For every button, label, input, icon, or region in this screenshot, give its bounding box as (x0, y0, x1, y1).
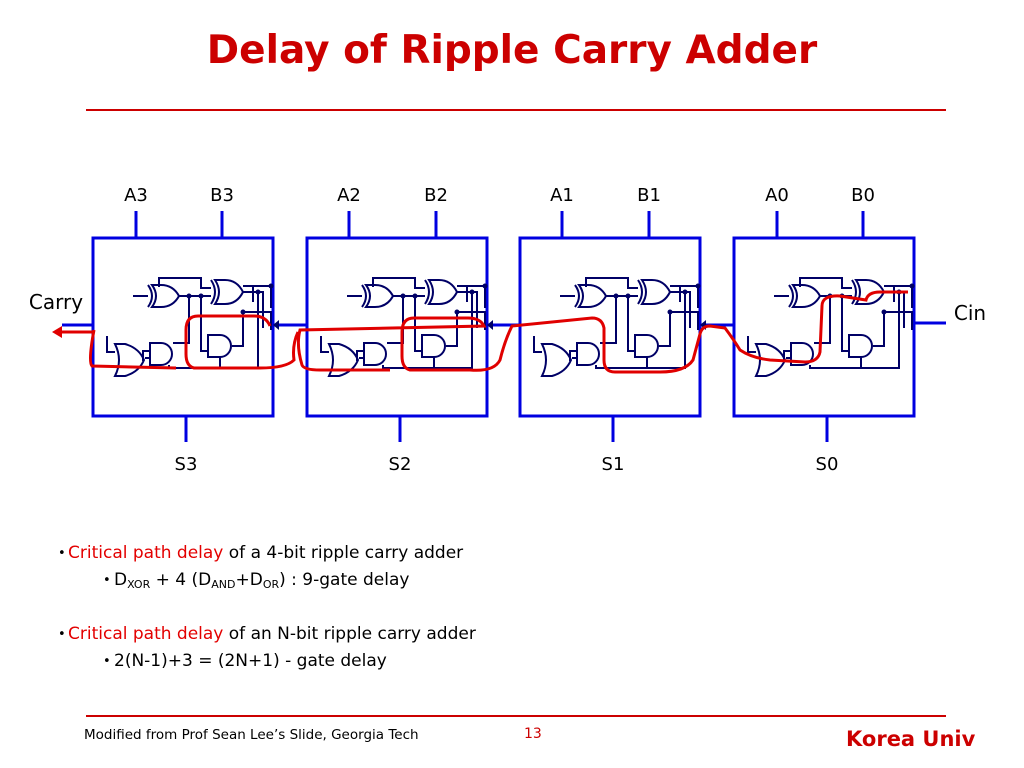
sum-s3-label: S3 (175, 454, 198, 475)
sub-bullet-4bit: • DXOR + 4 (DAND+DOR) : 9-gate delay (103, 570, 410, 591)
bullet-nbit: • Critical path delay of an N-bit ripple… (58, 624, 476, 644)
title-divider (86, 109, 946, 111)
input-b1-label: B1 (637, 185, 661, 206)
formula-xor: XOR (127, 578, 151, 591)
sum-s1-label: S1 (602, 454, 625, 475)
formula-plus: +D (235, 570, 263, 590)
full-adder-bit2: A2 B2 S2 (305, 185, 489, 475)
full-adder-bit1: A1 B1 S1 (518, 185, 702, 475)
input-a3-label: A3 (124, 185, 148, 206)
bullet-list: • Critical path delay of a 4-bit ripple … (58, 540, 476, 675)
page-number: 13 (524, 726, 542, 742)
bullet-4bit: • Critical path delay of a 4-bit ripple … (58, 543, 464, 563)
input-b3-label: B3 (210, 185, 234, 206)
bullet-nbit-highlight: Critical path delay (68, 624, 224, 644)
input-a2-label: A2 (337, 185, 361, 206)
sub-bullet-nbit: • 2(N-1)+3 = (2N+1) - gate delay (103, 651, 387, 671)
carry-in-label: Cin (954, 301, 986, 325)
full-adder-bit3: A3 B3 S3 (91, 185, 275, 475)
full-adder-bit0: A0 B0 S0 (732, 185, 916, 475)
formula-d: D (114, 570, 128, 590)
critical-path (62, 290, 908, 374)
critical-path-arrowhead (52, 326, 62, 338)
input-b0-label: B0 (851, 185, 875, 206)
bullet-nbit-text: of an N-bit ripple carry adder (223, 624, 476, 644)
formula-or: OR (262, 578, 280, 591)
formula-end: ) : 9-gate delay (279, 570, 410, 590)
carry-out-label: Carry (29, 290, 83, 314)
slide-title: Delay of Ripple Carry Adder (206, 28, 818, 73)
sum-s0-label: S0 (816, 454, 839, 475)
formula-nbit: 2(N-1)+3 = (2N+1) - gate delay (114, 651, 387, 671)
input-a0-label: A0 (765, 185, 789, 206)
sum-s2-label: S2 (389, 454, 412, 475)
bullet-4bit-text: of a 4-bit ripple carry adder (223, 543, 464, 563)
ripple-carry-adder-diagram: A3 B3 S3 A2 B2 S2 A1 B1 S1 A0 B0 S0 (29, 185, 986, 475)
footer-divider (86, 715, 946, 717)
footer-credit: Modified from Prof Sean Lee’s Slide, Geo… (84, 727, 419, 743)
bullet-4bit-highlight: Critical path delay (68, 543, 224, 563)
input-b2-label: B2 (424, 185, 448, 206)
carry-chain (62, 321, 946, 327)
org-name: Korea Univ (846, 727, 976, 751)
formula-and: AND (211, 578, 236, 591)
formula-mid: + 4 (D (150, 570, 212, 590)
input-a1-label: A1 (550, 185, 574, 206)
